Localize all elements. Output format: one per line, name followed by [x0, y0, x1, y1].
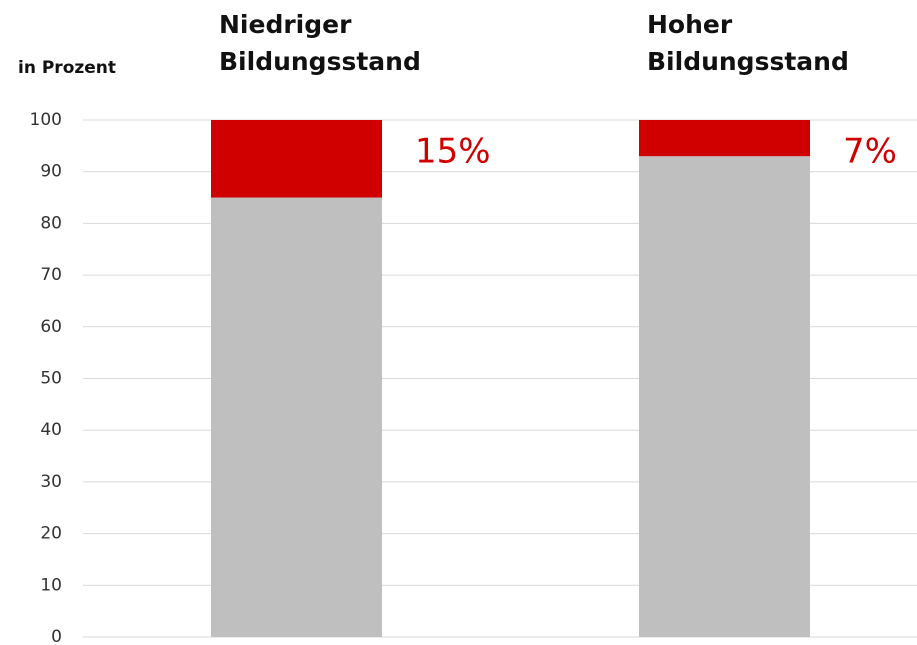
data-label: 7% [843, 132, 897, 172]
y-tick-label: 0 [51, 627, 62, 645]
y-tick-label: 50 [40, 369, 62, 389]
bar-segment [211, 197, 382, 638]
y-tick-label: 90 [40, 162, 62, 182]
bar-segment [639, 120, 810, 157]
y-tick-label: 10 [40, 575, 62, 595]
y-tick-label: 30 [40, 472, 62, 492]
y-tick-label: 60 [40, 317, 62, 337]
y-tick-label: 20 [40, 524, 62, 544]
data-label: 15% [415, 132, 491, 172]
category-label: Hoher Bildungsstand [647, 10, 849, 76]
y-tick-label: 80 [40, 213, 62, 233]
bar-segment [639, 156, 810, 637]
y-tick-label: 40 [40, 420, 62, 440]
category-label: Niedriger Bildungsstand [219, 10, 421, 76]
y-tick-label: 70 [40, 265, 62, 285]
bar-segment [211, 120, 382, 198]
y-tick-label: 100 [30, 110, 62, 130]
y-axis-label: in Prozent [18, 58, 117, 78]
